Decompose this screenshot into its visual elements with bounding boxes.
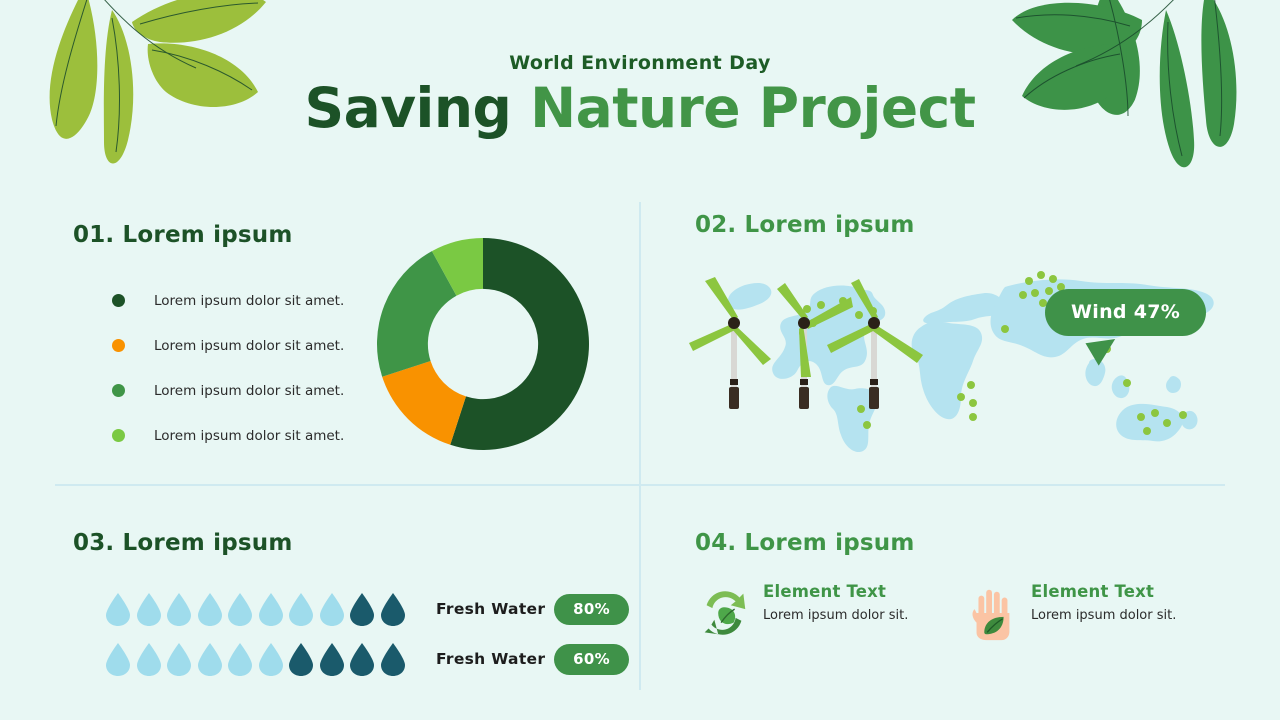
element-text-block: Element Text Lorem ipsum dolor sit. <box>763 582 908 623</box>
list-item[interactable]: Lorem ipsum dolor sit amet. <box>73 278 633 323</box>
recycle-icon <box>704 591 746 635</box>
wind-turbine-icon <box>827 279 923 409</box>
element-list: Element Text Lorem ipsum dolor sit. <box>695 582 1240 642</box>
water-drop-icon <box>228 643 252 676</box>
water-stat-rows: Fresh Water 80% Fresh Wa <box>73 584 633 684</box>
wind-turbine-icon <box>689 277 771 409</box>
element-title: Element Text <box>1031 582 1155 601</box>
title-part-two: Nature Project <box>530 76 976 140</box>
legend-dot-dark-green-icon <box>112 294 125 307</box>
water-drop-icon <box>167 643 191 676</box>
water-drop-icon <box>258 643 283 676</box>
legend-label: Lorem ipsum dolor sit amet. <box>154 292 345 309</box>
element-title: Element Text <box>763 582 887 601</box>
wind-map-illustration: Wind 47% <box>685 267 1230 467</box>
list-item[interactable]: Lorem ipsum dolor sit amet. <box>73 368 633 413</box>
donut-segment[interactable] <box>382 361 466 445</box>
legend-dot-mid-green-icon <box>112 384 125 397</box>
status-badge[interactable]: Wind 47% <box>1045 289 1207 336</box>
section-four: 04. Lorem ipsum Element Text Lorem ipsum… <box>695 530 1240 690</box>
divider-vertical <box>639 202 641 690</box>
donut-segment[interactable] <box>377 251 457 377</box>
section-one-title: 01. Lorem ipsum <box>73 222 293 248</box>
water-drop-icon <box>350 643 374 676</box>
water-drop-icon <box>319 593 344 626</box>
water-drop-icon <box>197 643 222 676</box>
water-drop-group <box>105 642 410 676</box>
list-item[interactable]: Lorem ipsum dolor sit amet. <box>73 413 633 458</box>
legend-label: Lorem ipsum dolor sit amet. <box>154 382 345 399</box>
list-item[interactable]: Element Text Lorem ipsum dolor sit. <box>963 582 1231 642</box>
page-title: Saving Nature Project <box>0 79 1280 138</box>
status-badge[interactable]: 80% <box>554 593 629 625</box>
divider-horizontal <box>55 484 1225 486</box>
section-three: 03. Lorem ipsum Fresh Water <box>73 530 633 690</box>
element-description: Lorem ipsum dolor sit. <box>1031 608 1177 623</box>
water-drop-icon <box>289 593 313 626</box>
title-part-one: Saving <box>304 76 512 140</box>
donut-chart <box>373 234 593 458</box>
kicker-text: World Environment Day <box>509 52 771 74</box>
water-drop-icon <box>106 593 130 626</box>
water-drop-icon <box>258 593 283 626</box>
hand-leaf-icon <box>972 589 1010 641</box>
wind-turbines-illustration <box>689 277 923 409</box>
section-three-title: 03. Lorem ipsum <box>73 530 293 556</box>
legend-dot-orange-icon <box>112 339 125 352</box>
status-badge[interactable]: 60% <box>554 643 629 675</box>
water-drop-icon <box>319 643 344 676</box>
list-item[interactable]: Element Text Lorem ipsum dolor sit. <box>695 582 963 642</box>
water-drop-icon <box>136 593 161 626</box>
element-description: Lorem ipsum dolor sit. <box>763 608 909 623</box>
water-label: Fresh Water <box>436 600 546 618</box>
water-drop-icon <box>136 643 161 676</box>
section-four-title: 04. Lorem ipsum <box>695 530 915 556</box>
water-drop-icon <box>380 593 405 626</box>
donut-segment[interactable] <box>431 238 483 296</box>
water-drop-icon <box>380 643 405 676</box>
badge-pointer <box>1085 339 1119 367</box>
water-label: Fresh Water <box>436 650 546 668</box>
section-two: 02. Lorem ipsum <box>689 212 1235 472</box>
legend-label: Lorem ipsum dolor sit amet. <box>154 427 345 444</box>
table-row[interactable]: Fresh Water 60% <box>73 634 633 684</box>
section-one: 01. Lorem ipsum Lorem ipsum dolor sit am… <box>73 222 633 472</box>
water-drop-icon <box>228 593 252 626</box>
donut-chart-svg <box>377 238 589 450</box>
legend-label: Lorem ipsum dolor sit amet. <box>154 337 345 354</box>
section-two-title: 02. Lorem ipsum <box>695 212 915 238</box>
water-drop-icon <box>289 643 313 676</box>
donut-segment[interactable] <box>450 238 589 450</box>
legend-dot-light-green-icon <box>112 429 125 442</box>
slide-header: World Environment Day Saving Nature Proj… <box>0 52 1280 138</box>
element-text-block: Element Text Lorem ipsum dolor sit. <box>1031 582 1176 623</box>
water-drop-icon <box>350 593 374 626</box>
wind-turbine-icon <box>777 283 853 409</box>
water-drop-icon <box>106 643 130 676</box>
water-drop-icon <box>197 593 222 626</box>
table-row[interactable]: Fresh Water 80% <box>73 584 633 634</box>
water-drop-icon <box>167 593 191 626</box>
water-drop-group <box>105 592 410 626</box>
list-item[interactable]: Lorem ipsum dolor sit amet. <box>73 323 633 368</box>
donut-legend: Lorem ipsum dolor sit amet. Lorem ipsum … <box>73 278 633 458</box>
